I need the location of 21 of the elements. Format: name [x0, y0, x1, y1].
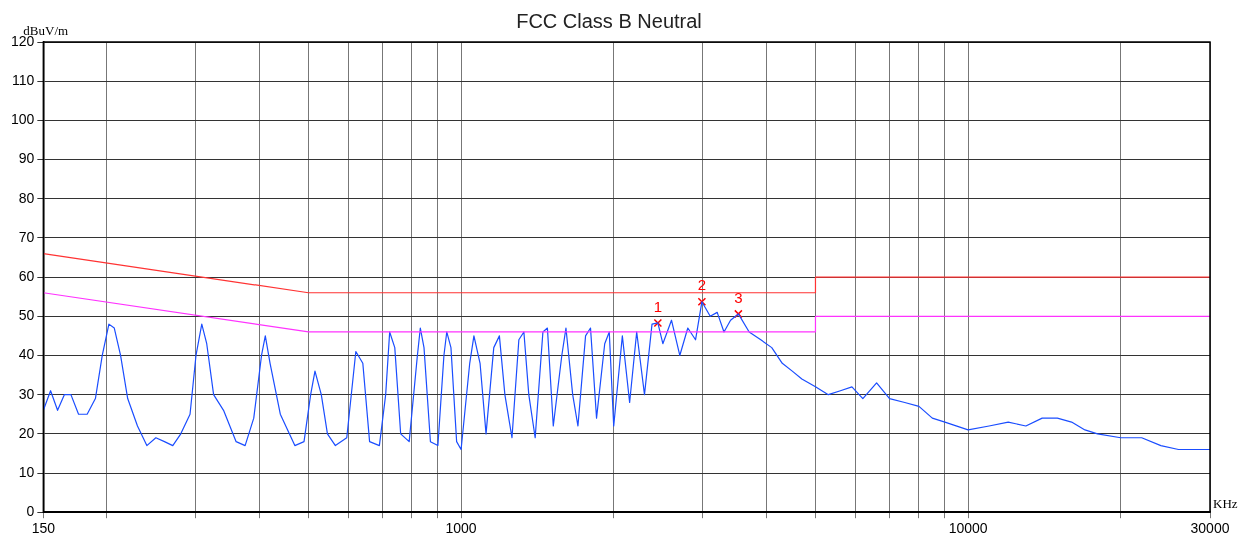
y-tick-label: 60 — [18, 267, 35, 284]
y-tick-label: 0 — [26, 503, 35, 520]
annotation: 3 — [734, 288, 743, 306]
y-tick-label: 70 — [18, 228, 35, 245]
x-tick-label: 30000 — [1190, 520, 1230, 537]
y-tick-label: 90 — [18, 150, 35, 167]
y-tick-label: 20 — [18, 424, 35, 441]
x-axis-title: KHz — [1213, 496, 1238, 512]
y-tick-label: 10 — [18, 463, 35, 480]
chart-title: FCC Class B Neutral — [516, 9, 702, 32]
x-tick-label: 1000 — [445, 520, 477, 537]
x-tick-label: 150 — [31, 520, 56, 537]
y-tick-label: 50 — [18, 307, 35, 324]
y-tick-label: 100 — [11, 111, 35, 128]
annotation: 2 — [697, 276, 707, 294]
y-tick-label: 40 — [18, 346, 35, 363]
annotation: 1 — [653, 297, 663, 315]
y-tick-label: 110 — [12, 72, 35, 89]
y-tick-label: 80 — [18, 189, 35, 206]
y-tick-label: 30 — [18, 385, 35, 402]
x-tick-label: 10000 — [948, 520, 988, 537]
